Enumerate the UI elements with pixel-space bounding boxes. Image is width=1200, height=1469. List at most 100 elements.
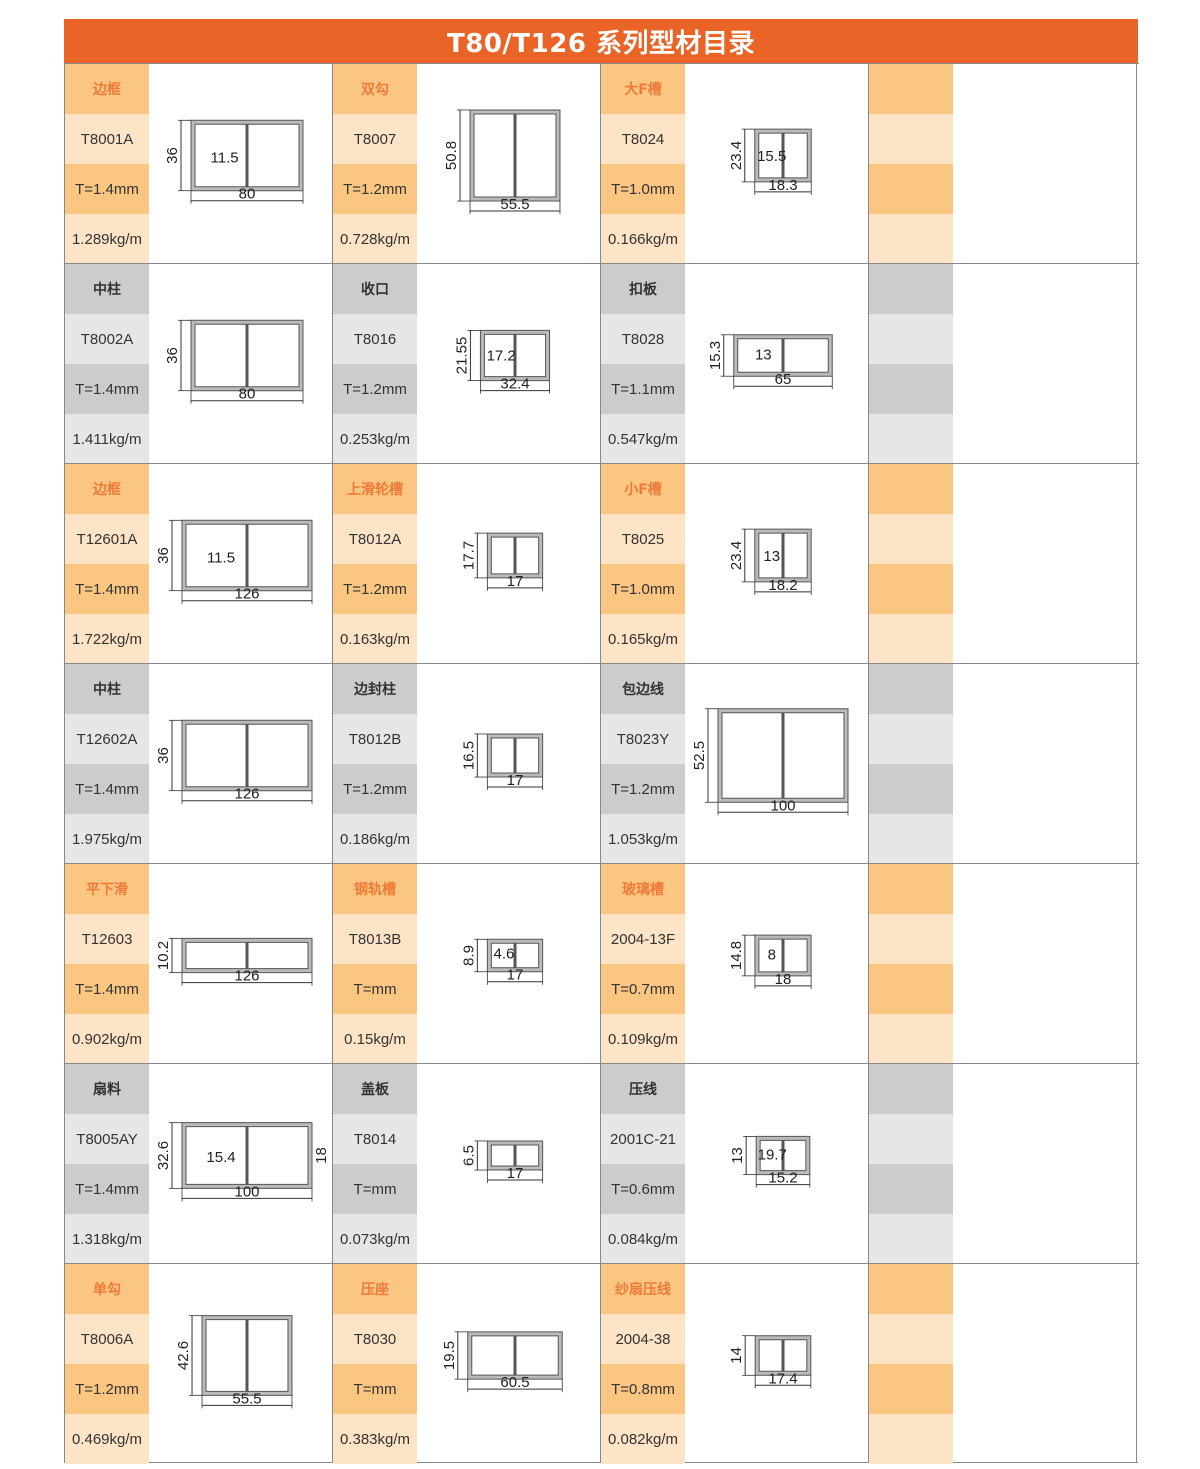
profile-weight — [869, 1414, 953, 1464]
dimension-extra: 15.4 — [206, 1149, 235, 1166]
profile-code — [869, 114, 953, 164]
profile-weight: 0.728kg/m — [333, 214, 417, 264]
dimension-width: 60.5 — [500, 1374, 529, 1391]
profile-code: T8024 — [601, 114, 685, 164]
profile-name: 双勾 — [333, 64, 417, 114]
profile-weight: 0.082kg/m — [601, 1414, 685, 1464]
profile-cell: 大F槽 T8024 T=1.0mm 0.166kg/m 18.3 23.4 15.5 — [601, 64, 869, 264]
dimension-height: 14.8 — [728, 941, 745, 970]
profile-name: 边封柱 — [333, 664, 417, 714]
profile-cell: 盖板 T8014 T=mm 0.073kg/m 17 6.5 — [333, 1064, 601, 1264]
profile-thickness — [869, 964, 953, 1014]
catalog-row: 扇料 T8005AY T=1.4mm 1.318kg/m 100 32.6 15.4 18 盖板… — [65, 1063, 1139, 1264]
dimension-width: 100 — [234, 1183, 259, 1200]
profile-outline — [201, 1315, 293, 1396]
empty-cell — [869, 1064, 1137, 1264]
profile-catalog-table: 边框 T8001A T=1.4mm 1.289kg/m 80 36 11.5 双勾 T8007 T… — [64, 63, 1139, 1464]
profile-cell: 纱扇压线 2004-38 T=0.8mm 0.082kg/m 17.4 14 — [601, 1264, 869, 1464]
profile-cell: 双勾 T8007 T=1.2mm 0.728kg/m 55.5 50.8 — [333, 64, 601, 264]
profile-labels: 单勾 T8006A T=1.2mm 0.469kg/m — [65, 1264, 149, 1464]
profile-name: 上滑轮槽 — [333, 464, 417, 514]
profile-thickness: T=1.2mm — [333, 164, 417, 214]
catalog-row: 单勾 T8006A T=1.2mm 0.469kg/m 55.5 42.6 压座 T8030 T… — [65, 1263, 1139, 1464]
profile-weight: 1.411kg/m — [65, 414, 149, 464]
profile-cell: 边封柱 T8012B T=1.2mm 0.186kg/m 17 16.5 — [333, 664, 601, 864]
profile-cell: 小F槽 T8025 T=1.0mm 0.165kg/m 18.2 23.4 13 — [601, 464, 869, 664]
profile-code: T8002A — [65, 314, 149, 364]
profile-drawing: 55.5 50.8 — [417, 64, 601, 263]
dimension-width: 18 — [775, 971, 792, 988]
profile-weight: 0.165kg/m — [601, 614, 685, 664]
dimension-height: 52.5 — [691, 741, 708, 770]
profile-code: T8025 — [601, 514, 685, 564]
profile-outline — [486, 733, 544, 778]
profile-thickness: T=1.4mm — [65, 164, 149, 214]
profile-name: 中柱 — [65, 664, 149, 714]
dimension-extra: 17.2 — [487, 348, 516, 365]
profile-labels — [869, 64, 953, 264]
empty-cell — [869, 264, 1137, 464]
profile-labels: 大F槽 T8024 T=1.0mm 0.166kg/m — [601, 64, 685, 264]
dimension-width: 80 — [239, 186, 256, 203]
profile-cell: 单勾 T8006A T=1.2mm 0.469kg/m 55.5 42.6 — [65, 1264, 333, 1464]
profile-code: 2004-13F — [601, 914, 685, 964]
profile-cell: 平下滑 T12603 T=1.4mm 0.902kg/m 126 10.2 — [65, 864, 333, 1064]
profile-weight: 0.186kg/m — [333, 814, 417, 864]
profile-labels: 扇料 T8005AY T=1.4mm 1.318kg/m — [65, 1064, 149, 1264]
dimension-height: 15.3 — [707, 341, 724, 370]
profile-thickness: T=0.6mm — [601, 1164, 685, 1214]
profile-code — [869, 514, 953, 564]
dimension-height: 13 — [729, 1147, 746, 1164]
profile-name: 边框 — [65, 464, 149, 514]
dimension-width: 126 — [234, 586, 259, 603]
profile-drawing: 17 17.7 — [417, 464, 601, 663]
profile-name: 大F槽 — [601, 64, 685, 114]
profile-name: 压座 — [333, 1264, 417, 1314]
profile-weight — [869, 814, 953, 864]
profile-code: T8001A — [65, 114, 149, 164]
catalog-row: 中柱 T8002A T=1.4mm 1.411kg/m 80 36 收口 T8016 T=1.2… — [65, 263, 1139, 464]
profile-labels: 玻璃槽 2004-13F T=0.7mm 0.109kg/m — [601, 864, 685, 1064]
dimension-height: 50.8 — [443, 141, 460, 170]
empty-cell — [869, 64, 1137, 264]
profile-shape — [755, 1135, 811, 1176]
dimension-width: 18.3 — [768, 177, 797, 194]
profile-thickness: T=1.2mm — [601, 764, 685, 814]
profile-thickness — [869, 1164, 953, 1214]
profile-name: 边框 — [65, 64, 149, 114]
profile-shape — [754, 934, 812, 977]
profile-code: T12602A — [65, 714, 149, 764]
profile-code: T8012A — [333, 514, 417, 564]
profile-labels — [869, 464, 953, 664]
profile-cell: 边框 T12601A T=1.4mm 1.722kg/m 126 36 11.5 — [65, 464, 333, 664]
profile-shape — [469, 109, 561, 202]
dimension-width: 32.4 — [500, 376, 529, 393]
profile-outline — [733, 334, 833, 377]
profile-shape — [190, 319, 304, 392]
profile-cell: 收口 T8016 T=1.2mm 0.253kg/m 32.4 21.55 17.2 — [333, 264, 601, 464]
dimension-extra: 15.5 — [757, 148, 786, 165]
dimension-width: 55.5 — [232, 1390, 261, 1407]
dimension-height: 36 — [155, 747, 172, 764]
profile-thickness: T=1.2mm — [333, 364, 417, 414]
dimension-width: 17 — [507, 772, 524, 789]
profile-drawing: 18.2 23.4 13 — [685, 464, 869, 663]
profile-weight: 0.084kg/m — [601, 1214, 685, 1264]
profile-weight: 0.073kg/m — [333, 1214, 417, 1264]
profile-shape — [181, 937, 313, 974]
profile-weight: 0.547kg/m — [601, 414, 685, 464]
dimension-width: 17 — [507, 1165, 524, 1182]
dimension-width: 18.2 — [768, 577, 797, 594]
profile-code — [869, 714, 953, 764]
profile-code: T8028 — [601, 314, 685, 364]
profile-weight: 0.902kg/m — [65, 1014, 149, 1064]
dimension-extra: 13 — [763, 548, 780, 565]
empty-cell — [869, 664, 1137, 864]
profile-cell: 中柱 T8002A T=1.4mm 1.411kg/m 80 36 — [65, 264, 333, 464]
profile-cell: 玻璃槽 2004-13F T=0.7mm 0.109kg/m 18 14.8 8 — [601, 864, 869, 1064]
empty-cell — [869, 864, 1137, 1064]
dimension-width: 80 — [239, 386, 256, 403]
profile-weight — [869, 1214, 953, 1264]
profile-weight: 1.722kg/m — [65, 614, 149, 664]
profile-labels: 中柱 T8002A T=1.4mm 1.411kg/m — [65, 264, 149, 464]
